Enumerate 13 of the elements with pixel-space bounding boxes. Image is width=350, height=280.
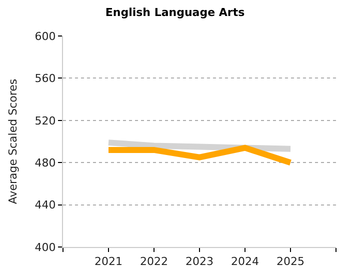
x-tick-label: 2023 xyxy=(186,255,214,268)
y-axis-title: Average Scaled Scores xyxy=(6,78,20,204)
y-tick-label: 400 xyxy=(34,240,56,254)
y-tick-label: 600 xyxy=(34,30,56,43)
y-tick-label: 520 xyxy=(34,114,56,128)
y-tick-label: 560 xyxy=(34,72,56,86)
x-tick-label: 2021 xyxy=(94,255,122,268)
chart-title: English Language Arts xyxy=(105,6,246,20)
y-tick-label: 440 xyxy=(34,198,56,212)
x-tick-label: 2024 xyxy=(231,255,259,268)
x-tick-label: 2022 xyxy=(140,255,168,268)
y-tick-label: 480 xyxy=(34,156,56,170)
x-tick-label: 2025 xyxy=(276,255,304,268)
